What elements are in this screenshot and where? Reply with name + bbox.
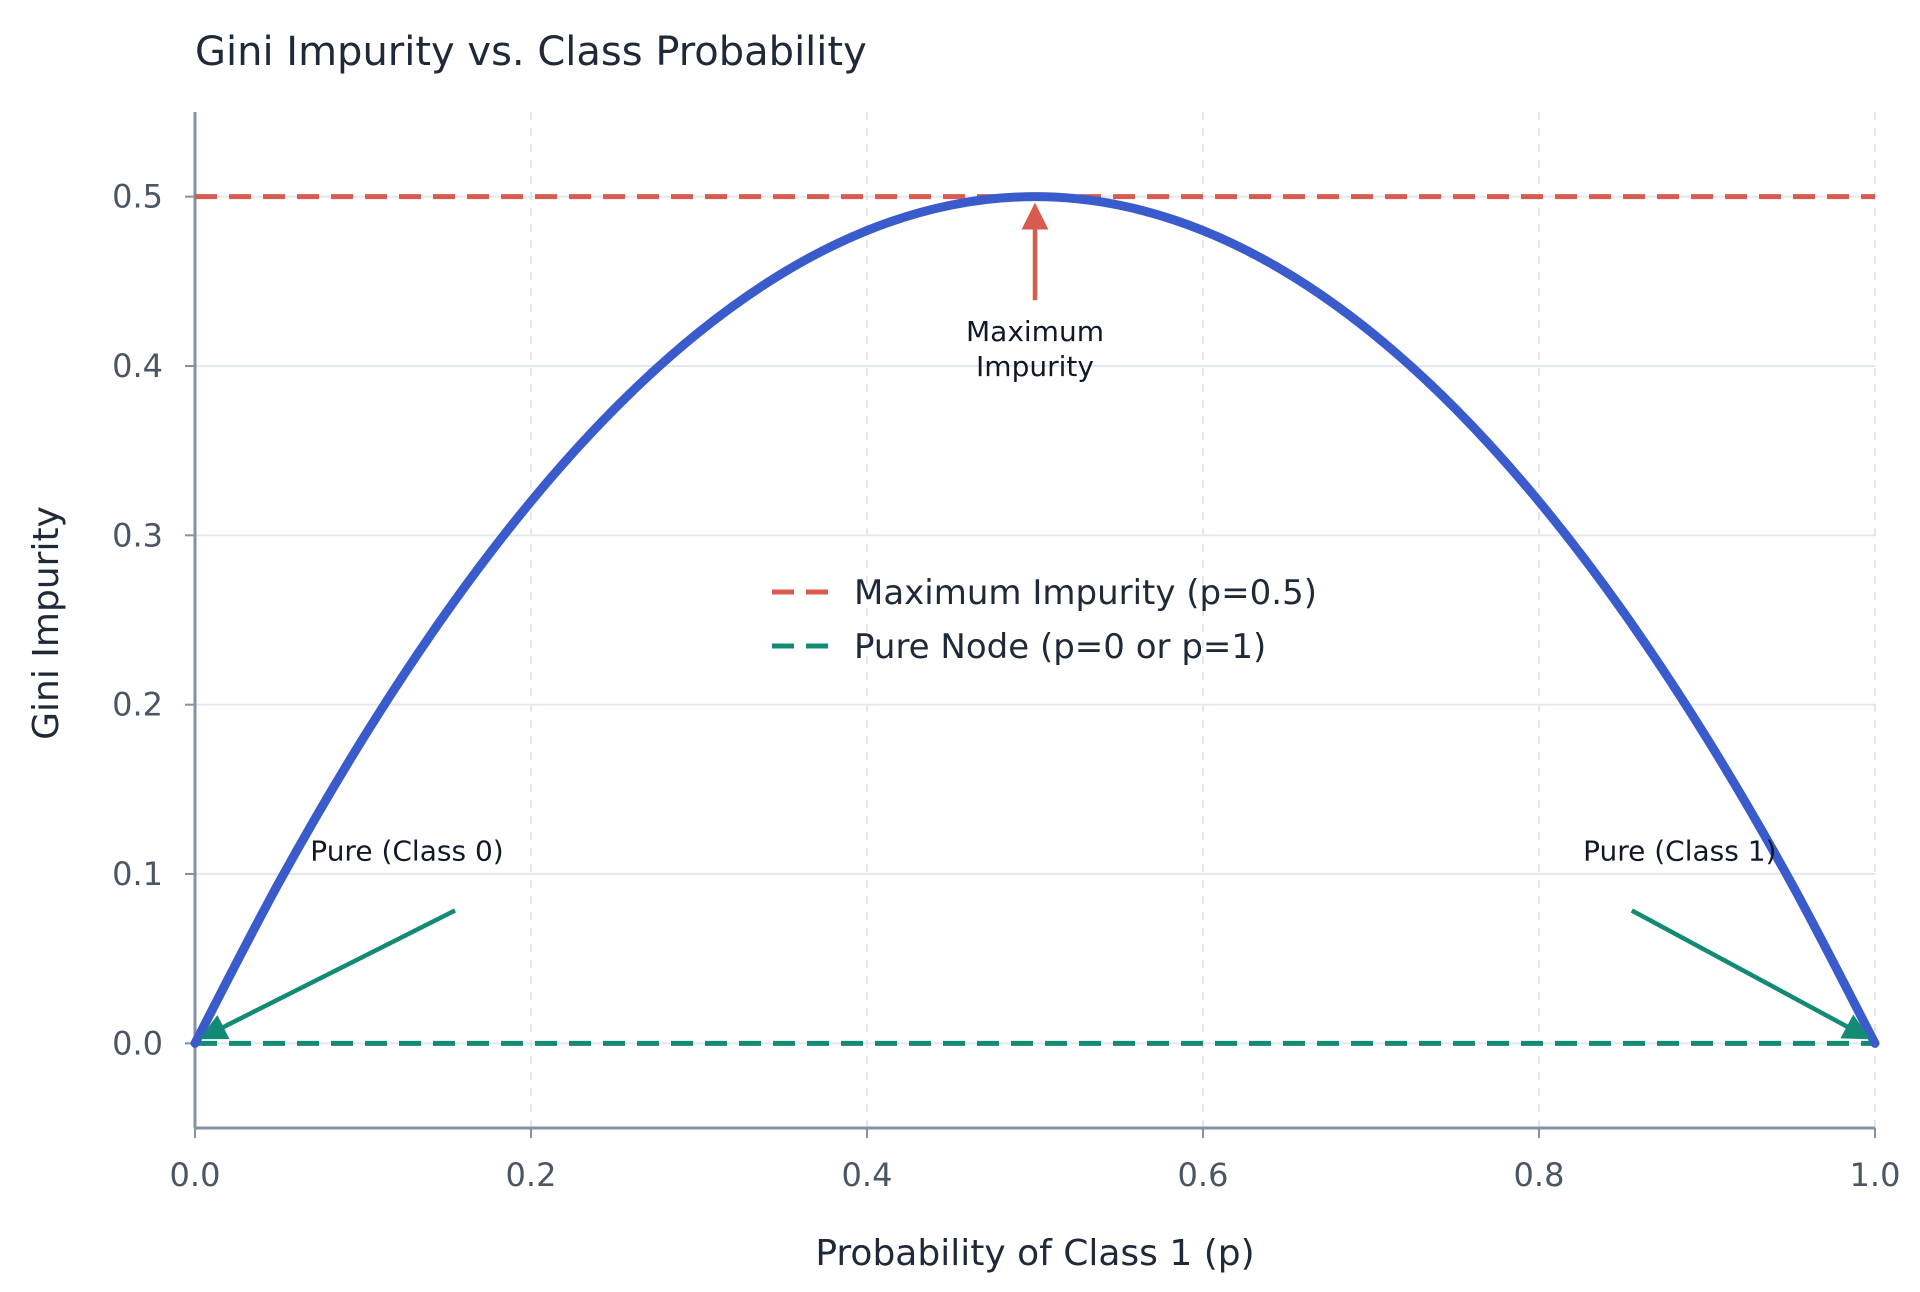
lines-layer [190,192,1880,1048]
pure-class0-annotation-arrow [199,908,457,1040]
y-tick-label: 0.1 [112,855,163,893]
pure-class1-annotation-text: Pure (Class 1) [1583,834,1776,867]
pure-class0-annotation-text: Pure (Class 0) [310,834,503,867]
legend-label-max-impurity: Maximum Impurity (p=0.5) [854,573,1317,613]
max-impurity-annotation-text: Impurity [976,350,1094,383]
x-tick-label: 0.0 [170,1156,221,1194]
y-tick-label: 0.4 [112,347,163,385]
chart-title: Gini Impurity vs. Class Probability [195,29,867,75]
y-tick-label: 0.3 [112,516,163,554]
max-impurity-annotation-text: Maximum [966,315,1104,348]
x-tick-label: 1.0 [1850,1156,1901,1194]
y-tick-label: 0.0 [112,1024,163,1062]
x-tick-label: 0.8 [1514,1156,1565,1194]
x-tick-label: 0.2 [506,1156,557,1194]
x-tick-label: 0.6 [1178,1156,1229,1194]
gini-curve [190,192,1880,1048]
y-tick-label: 0.2 [112,686,163,724]
y-tick-label: 0.5 [112,178,163,216]
x-axis-label: Probability of Class 1 (p) [815,1233,1254,1274]
x-tick-label: 0.4 [842,1156,893,1194]
axes-layer: 0.0 0.1 0.2 0.3 0.4 0.5 0.0 0.2 0.4 0.6 0.8 1.0 [112,112,1900,1194]
y-axis-label: Gini Impurity [26,506,67,740]
legend: Maximum Impurity (p=0.5) Pure Node (p=0 o… [772,573,1317,667]
legend-label-pure-node: Pure Node (p=0 or p=1) [854,627,1266,667]
pure-class1-annotation-arrow [1630,908,1871,1040]
